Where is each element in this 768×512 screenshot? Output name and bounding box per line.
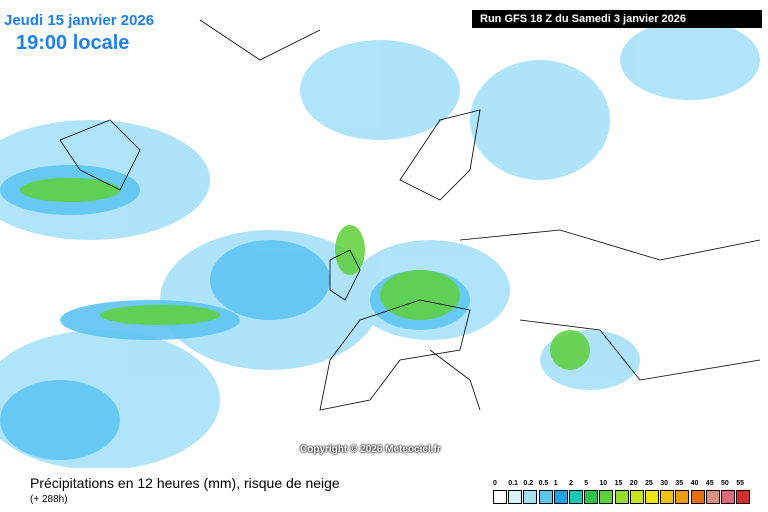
legend-swatch <box>645 490 659 504</box>
legend-label: 5 <box>584 480 589 487</box>
legend-swatch <box>690 490 705 504</box>
legend-label: 15 <box>614 480 623 487</box>
date: Jeudi 15 janvier 2026 <box>4 12 155 29</box>
legend-swatch <box>705 490 720 504</box>
legend-swatch <box>508 490 523 504</box>
time: 19:00 locale <box>16 32 130 54</box>
footer-title: Précipitations en 12 heures (mm), risque… <box>30 475 340 491</box>
legend-swatch <box>675 490 690 504</box>
legend-label: 20 <box>629 480 638 487</box>
copyright: Copyright © 2026 Meteociel.fr <box>300 444 441 455</box>
legend-label: 0.1 <box>508 480 518 487</box>
legend-swatch <box>721 490 735 504</box>
footer-lead: (+ 288h) <box>30 494 68 505</box>
legend-label: 25 <box>645 480 653 487</box>
legend-swatch <box>523 490 538 504</box>
legend-label: 10 <box>599 480 608 487</box>
legend-label: 2 <box>569 480 573 487</box>
legend-swatch <box>493 490 507 504</box>
legend-label: 55 <box>736 480 744 487</box>
legend-swatch <box>584 490 599 504</box>
legend-label: 50 <box>721 480 729 487</box>
legend-swatch <box>553 490 568 504</box>
legend-label: 0.5 <box>538 480 549 487</box>
map <box>0 19 761 468</box>
legend-swatch <box>629 490 644 504</box>
legend-label: 0.2 <box>523 480 534 487</box>
legend-label: 0 <box>493 480 497 487</box>
legend-swatch <box>569 490 583 504</box>
run-info: Run GFS 18 Z du Samedi 3 janvier 2026 <box>472 10 762 28</box>
legend-label: 35 <box>675 480 684 487</box>
legend-swatch <box>614 490 629 504</box>
legend-label: 40 <box>690 480 699 487</box>
legend-swatch <box>736 490 751 504</box>
legend-label: 1 <box>553 480 558 487</box>
legend-swatch <box>660 490 675 504</box>
legend-swatch <box>599 490 614 504</box>
legend-label: 30 <box>660 480 668 487</box>
legend-swatch <box>538 490 553 504</box>
legend-label: 45 <box>705 480 714 487</box>
